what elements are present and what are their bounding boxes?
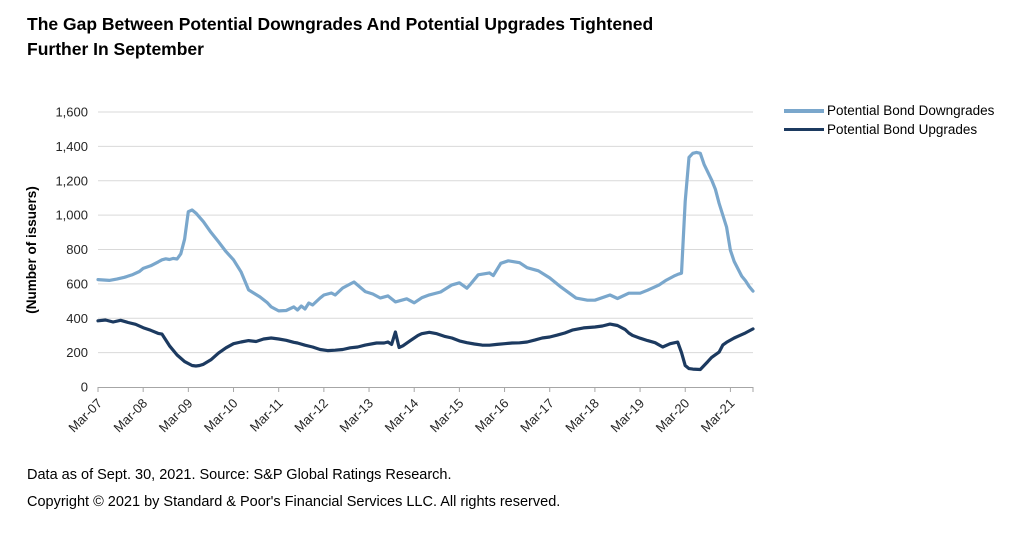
y-tick-label: 800 — [66, 242, 88, 257]
y-tick-label: 600 — [66, 276, 88, 291]
chart-legend: Potential Bond Downgrades Potential Bond… — [784, 102, 1020, 139]
y-tick-label: 1,200 — [55, 173, 88, 188]
x-tick-label: Mar-17 — [517, 396, 557, 436]
x-tick-label: Mar-14 — [382, 396, 422, 436]
legend-item-downgrades: Potential Bond Downgrades — [784, 102, 1020, 120]
x-tick-label: Mar-13 — [336, 396, 376, 436]
chart-title-line2: Further In September — [27, 39, 204, 59]
x-tick-label: Mar-16 — [472, 396, 512, 436]
y-tick-label: 1,000 — [55, 208, 88, 223]
y-tick-label: 400 — [66, 311, 88, 326]
x-tick-label: Mar-09 — [156, 396, 196, 436]
y-tick-label: 1,400 — [55, 139, 88, 154]
y-tick-label: 200 — [66, 345, 88, 360]
x-tick-label: Mar-19 — [607, 396, 647, 436]
x-tick-label: Mar-12 — [291, 396, 331, 436]
chart-footnotes: Data as of Sept. 30, 2021. Source: S&P G… — [27, 462, 927, 516]
x-tick-label: Mar-10 — [201, 396, 241, 436]
y-tick-label: 0 — [81, 380, 88, 395]
upgrades-line-swatch — [784, 127, 824, 131]
legend-label-upgrades: Potential Bond Upgrades — [827, 121, 978, 137]
chart-title: The Gap Between Potential Downgrades And… — [27, 12, 767, 62]
upgrades-line — [96, 318, 755, 372]
x-tick-label: Mar-21 — [698, 396, 738, 436]
x-tick-label: Mar-20 — [653, 396, 693, 436]
downgrades-line — [96, 150, 755, 313]
legend-label-downgrades: Potential Bond Downgrades — [827, 103, 995, 118]
x-tick-label: Mar-08 — [111, 396, 151, 436]
x-tick-label: Mar-11 — [247, 396, 286, 435]
x-tick-label: Mar-07 — [65, 396, 105, 436]
x-tick-label: Mar-18 — [562, 396, 602, 436]
downgrades-line-swatch — [784, 109, 824, 113]
y-axis-title: (Number of issuers) — [24, 186, 39, 314]
chart-title-line1: The Gap Between Potential Downgrades And… — [27, 14, 654, 34]
source-note: Data as of Sept. 30, 2021. Source: S&P G… — [27, 467, 452, 483]
copyright-note: Copyright © 2021 by Standard & Poor's Fi… — [27, 494, 561, 510]
legend-item-upgrades: Potential Bond Upgrades — [784, 121, 1020, 139]
y-tick-label: 1,600 — [55, 105, 88, 120]
x-tick-label: Mar-15 — [427, 396, 467, 436]
